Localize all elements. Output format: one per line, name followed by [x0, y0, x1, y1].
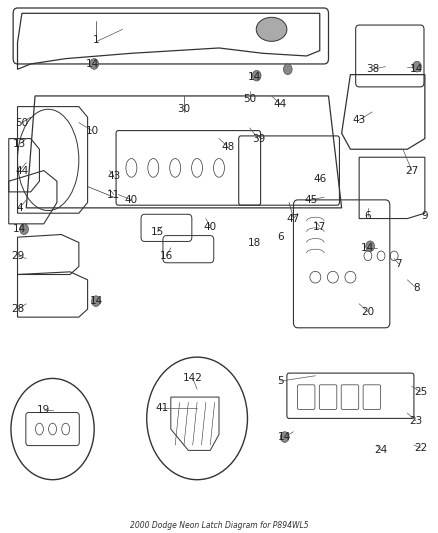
Text: 4: 4 [16, 203, 23, 213]
Text: 14: 14 [85, 59, 99, 69]
Text: 6: 6 [364, 211, 371, 221]
Text: 41: 41 [155, 403, 169, 413]
Text: 47: 47 [287, 214, 300, 223]
Text: 27: 27 [405, 166, 418, 175]
Text: 43: 43 [107, 171, 120, 181]
Text: 44: 44 [274, 99, 287, 109]
Text: 2000 Dodge Neon Latch Diagram for P894WL5: 2000 Dodge Neon Latch Diagram for P894WL… [130, 521, 308, 530]
Text: 44: 44 [15, 166, 28, 175]
Text: 20: 20 [361, 307, 374, 317]
Circle shape [366, 241, 374, 252]
Text: 24: 24 [374, 446, 388, 455]
Text: 13: 13 [13, 139, 26, 149]
Circle shape [252, 70, 261, 81]
Text: 23: 23 [410, 416, 423, 426]
Text: 40: 40 [204, 222, 217, 231]
Text: 25: 25 [414, 387, 427, 397]
Text: 22: 22 [414, 443, 427, 453]
Text: 45: 45 [304, 195, 318, 205]
Text: 46: 46 [313, 174, 326, 183]
Circle shape [413, 61, 421, 72]
Text: 28: 28 [11, 304, 24, 314]
Text: 17: 17 [313, 222, 326, 231]
Text: 9: 9 [421, 211, 428, 221]
Text: 40: 40 [125, 195, 138, 205]
Text: 30: 30 [177, 104, 191, 114]
Text: 39: 39 [252, 134, 265, 143]
Text: 14: 14 [90, 296, 103, 306]
Text: 14: 14 [410, 64, 423, 74]
Text: 1: 1 [93, 35, 100, 45]
Text: 14: 14 [361, 243, 374, 253]
Text: 19: 19 [37, 406, 50, 415]
Circle shape [20, 224, 28, 235]
Circle shape [283, 64, 292, 75]
Circle shape [280, 432, 289, 442]
Text: 7: 7 [395, 259, 402, 269]
Text: 142: 142 [183, 374, 203, 383]
Text: 10: 10 [85, 126, 99, 135]
Text: 5: 5 [277, 376, 284, 386]
Text: 14: 14 [13, 224, 26, 234]
Circle shape [90, 59, 99, 69]
Text: 14: 14 [247, 72, 261, 82]
Text: 50: 50 [243, 94, 256, 103]
Text: 18: 18 [247, 238, 261, 247]
Circle shape [92, 296, 100, 306]
Text: 6: 6 [277, 232, 284, 242]
Text: 48: 48 [221, 142, 234, 151]
Text: 14: 14 [278, 432, 291, 442]
Text: 50: 50 [15, 118, 28, 127]
Text: 43: 43 [353, 115, 366, 125]
Text: 16: 16 [160, 251, 173, 261]
Text: 15: 15 [151, 227, 164, 237]
Text: 8: 8 [413, 283, 420, 293]
Text: 38: 38 [366, 64, 379, 74]
Text: 29: 29 [11, 251, 24, 261]
Text: 11: 11 [107, 190, 120, 199]
Ellipse shape [256, 17, 287, 42]
